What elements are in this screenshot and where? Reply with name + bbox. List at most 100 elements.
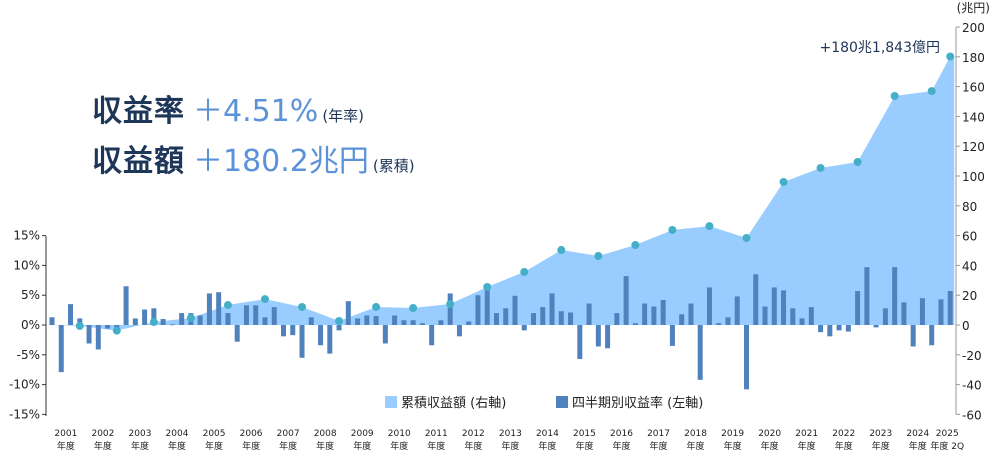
right-tick-label: -20 bbox=[962, 349, 982, 363]
quarterly-return-bar bbox=[484, 288, 490, 325]
quarterly-return-bar bbox=[531, 313, 537, 325]
quarterly-return-bar bbox=[679, 314, 685, 325]
x-tick-sublabel: 年度 bbox=[316, 440, 334, 452]
left-tick-label: 0% bbox=[21, 318, 40, 332]
x-tick-sublabel: 年度 bbox=[872, 440, 890, 452]
cumulative-point bbox=[186, 313, 195, 322]
quarterly-return-bar bbox=[123, 286, 129, 325]
quarterly-return-bar bbox=[549, 293, 555, 325]
amount-note: (累積) bbox=[372, 157, 415, 175]
right-tick-label: 160 bbox=[962, 81, 985, 95]
cumulative-point bbox=[946, 52, 955, 61]
x-tick-label: 2014 bbox=[536, 429, 559, 439]
quarterly-return-bar bbox=[95, 325, 101, 350]
right-tick-label: 120 bbox=[962, 140, 985, 154]
cumulative-point bbox=[260, 295, 269, 304]
cumulative-point bbox=[223, 301, 232, 310]
quarterly-return-bar bbox=[947, 291, 953, 325]
x-tick-sublabel: 年度 bbox=[687, 440, 705, 452]
x-tick-label: 2018 bbox=[684, 429, 707, 439]
quarterly-return-bar bbox=[234, 325, 240, 342]
quarterly-return-bar bbox=[808, 307, 814, 325]
quarterly-return-bar bbox=[706, 287, 712, 325]
right-tick-label: 200 bbox=[962, 21, 985, 35]
quarterly-return-bar bbox=[540, 307, 546, 325]
x-tick-sublabel: 年度 bbox=[650, 440, 668, 452]
right-tick-label: 40 bbox=[962, 259, 977, 273]
x-tick-label: 2013 bbox=[499, 429, 522, 439]
x-tick-sublabel: 年度 bbox=[612, 440, 630, 452]
quarterly-return-bar bbox=[595, 325, 601, 347]
x-tick-sublabel: 年度 bbox=[724, 440, 742, 452]
left-tick-label: 10% bbox=[13, 258, 40, 272]
x-tick-sublabel: 年度 bbox=[94, 440, 112, 452]
quarterly-return-bar bbox=[882, 308, 888, 325]
quarterly-return-bar bbox=[206, 293, 212, 325]
quarterly-return-bar bbox=[179, 313, 185, 325]
quarterly-return-bar bbox=[614, 313, 620, 325]
quarterly-return-bar bbox=[762, 306, 768, 325]
quarterly-return-bar bbox=[725, 317, 731, 325]
quarterly-return-bar bbox=[308, 317, 314, 325]
right-tick-label: 20 bbox=[962, 289, 977, 303]
cumulative-point bbox=[853, 157, 862, 166]
right-tick-label: 60 bbox=[962, 230, 977, 244]
quarterly-return-bar bbox=[364, 315, 370, 325]
quarterly-return-bar bbox=[197, 315, 203, 325]
quarterly-return-bar bbox=[299, 325, 305, 358]
quarterly-return-bar bbox=[697, 325, 703, 380]
final-value-annotation: +180兆1,843億円 bbox=[819, 40, 940, 56]
quarterly-return-bar bbox=[623, 276, 629, 325]
quarterly-return-bar bbox=[105, 325, 111, 329]
quarterly-return-bar bbox=[818, 325, 824, 333]
quarterly-return-bar bbox=[919, 298, 925, 325]
quarterly-return-bar bbox=[521, 325, 527, 331]
cumulative-point bbox=[298, 302, 307, 311]
x-tick-sublabel: 年度 bbox=[427, 440, 445, 452]
left-tick-label: -10% bbox=[9, 378, 40, 392]
quarterly-return-bar bbox=[438, 320, 444, 325]
quarterly-return-bar bbox=[68, 304, 74, 325]
cumulative-point bbox=[520, 267, 529, 276]
x-tick-label: 2008 bbox=[314, 429, 337, 439]
right-tick-label: 80 bbox=[962, 200, 977, 214]
quarterly-return-bar bbox=[132, 318, 138, 325]
quarterly-return-bar bbox=[503, 308, 509, 325]
quarterly-return-bar bbox=[586, 303, 592, 325]
quarterly-return-bar bbox=[864, 267, 870, 325]
quarterly-return-bar bbox=[493, 313, 499, 325]
right-tick-label: 0 bbox=[962, 319, 970, 333]
quarterly-return-bar bbox=[281, 325, 286, 337]
quarterly-return-bar bbox=[512, 295, 518, 325]
cumulative-area bbox=[48, 56, 955, 331]
quarterly-return-bar bbox=[58, 325, 64, 373]
quarterly-return-bar bbox=[744, 325, 749, 390]
x-tick-sublabel: 年度 bbox=[205, 440, 223, 452]
x-tick-sublabel: 年度 bbox=[835, 440, 853, 452]
quarterly-return-bar bbox=[558, 311, 564, 325]
x-tick-label: 2011 bbox=[425, 429, 448, 439]
x-tick-label: 2023 bbox=[869, 429, 892, 439]
quarterly-return-bar bbox=[938, 299, 944, 325]
quarterly-return-bar bbox=[753, 274, 759, 325]
quarterly-return-bar bbox=[151, 308, 157, 325]
x-tick-label: 2004 bbox=[166, 429, 189, 439]
legend: 累積収益額 (右軸) 四半期別収益率 (左軸) bbox=[385, 395, 703, 411]
quarterly-return-bar bbox=[49, 317, 55, 325]
x-tick-label: 2010 bbox=[388, 429, 411, 439]
x-tick-sublabel: 年度 bbox=[464, 440, 482, 452]
quarterly-return-bar bbox=[901, 302, 907, 325]
quarterly-return-bar bbox=[447, 293, 453, 325]
quarterly-return-bar bbox=[77, 318, 83, 325]
x-tick-sublabel: 年度 bbox=[131, 440, 149, 452]
cumulative-point bbox=[557, 246, 566, 255]
x-tick-label: 2001 bbox=[54, 429, 77, 439]
quarterly-return-bar bbox=[253, 305, 259, 325]
quarterly-return-bar bbox=[456, 325, 462, 337]
x-tick-sublabel: 年度 bbox=[501, 440, 519, 452]
quarterly-return-bar bbox=[401, 320, 407, 325]
cumulative-point bbox=[112, 326, 121, 335]
quarterly-return-bar bbox=[660, 299, 666, 325]
